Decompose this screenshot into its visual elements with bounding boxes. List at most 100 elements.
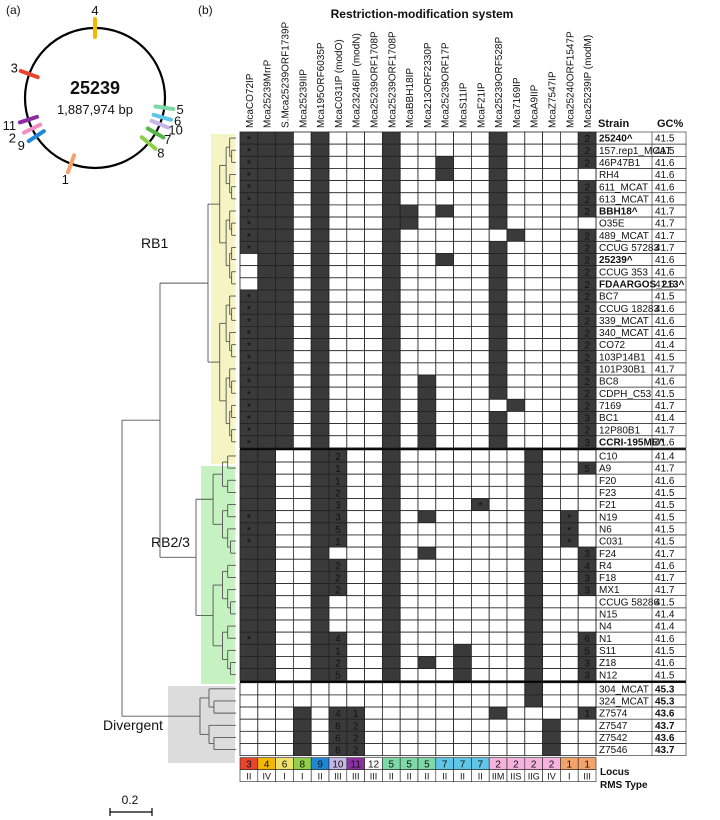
cell bbox=[275, 643, 294, 657]
cell bbox=[399, 607, 419, 621]
cell-annotation: 4 bbox=[335, 634, 341, 645]
cell bbox=[328, 216, 348, 230]
cell bbox=[453, 289, 472, 303]
cell-annotation: 2 bbox=[584, 304, 590, 315]
cell bbox=[399, 398, 419, 412]
cell bbox=[381, 485, 401, 499]
cell bbox=[399, 473, 419, 487]
cell bbox=[257, 643, 276, 657]
cell bbox=[542, 461, 561, 475]
cell bbox=[399, 522, 419, 536]
cell bbox=[239, 546, 259, 560]
cell bbox=[560, 718, 579, 732]
cell bbox=[417, 362, 437, 376]
cell bbox=[506, 192, 526, 206]
cell-annotation: 5 bbox=[335, 525, 341, 536]
cell bbox=[524, 435, 543, 449]
cell bbox=[381, 216, 401, 230]
cell bbox=[542, 386, 561, 400]
cell bbox=[488, 473, 508, 487]
cell bbox=[506, 180, 526, 194]
strain-row-box bbox=[595, 743, 687, 756]
cell bbox=[399, 423, 419, 437]
cell bbox=[346, 192, 365, 206]
cell bbox=[364, 143, 383, 157]
cell bbox=[488, 350, 508, 364]
cell bbox=[399, 510, 419, 524]
cell bbox=[257, 485, 276, 499]
cell bbox=[560, 449, 579, 463]
cell bbox=[435, 498, 454, 512]
cell bbox=[399, 583, 419, 597]
cell bbox=[524, 682, 543, 696]
cell bbox=[328, 682, 348, 696]
column-label: McaBBH18IP bbox=[405, 68, 416, 128]
cell bbox=[560, 277, 579, 291]
cell bbox=[488, 656, 508, 670]
cell bbox=[310, 682, 330, 696]
cell bbox=[524, 485, 543, 499]
gc-value: 41.6 bbox=[655, 158, 675, 169]
gc-value: 43.7 bbox=[655, 721, 675, 732]
cell bbox=[506, 143, 526, 157]
cell-annotation: 2 bbox=[584, 183, 590, 194]
cell bbox=[381, 656, 401, 670]
cell bbox=[381, 534, 401, 548]
cell bbox=[560, 461, 579, 475]
cell bbox=[381, 522, 401, 536]
strain-name: BC1 bbox=[599, 413, 619, 424]
cell bbox=[506, 277, 526, 291]
cell bbox=[417, 718, 437, 732]
column-label: Mca25239ORF17P bbox=[441, 42, 452, 128]
cell bbox=[381, 398, 401, 412]
cell-annotation: 3 bbox=[584, 438, 590, 449]
cell bbox=[453, 338, 472, 352]
cell-annotation: 1 bbox=[335, 537, 341, 548]
cell-annotation: * bbox=[247, 207, 252, 219]
cell bbox=[292, 143, 312, 157]
gc-value: 41.7 bbox=[655, 401, 675, 412]
cell bbox=[435, 718, 454, 732]
cell bbox=[257, 362, 276, 376]
cell bbox=[239, 682, 259, 696]
cell bbox=[417, 423, 437, 437]
cell bbox=[435, 619, 454, 633]
cell bbox=[417, 204, 437, 218]
cell bbox=[364, 718, 383, 732]
cell bbox=[346, 350, 365, 364]
cell bbox=[506, 643, 526, 657]
cell bbox=[399, 411, 419, 425]
gc-value: 41.5 bbox=[655, 646, 675, 657]
cell bbox=[292, 668, 312, 682]
cell-annotation: 3 bbox=[584, 573, 590, 584]
cell bbox=[506, 325, 526, 339]
cell bbox=[275, 534, 294, 548]
cell bbox=[453, 192, 472, 206]
cell bbox=[257, 131, 276, 145]
cell bbox=[275, 374, 294, 388]
strain-name: F21 bbox=[599, 500, 617, 511]
cell bbox=[275, 313, 294, 327]
cell bbox=[364, 682, 383, 696]
strain-name: CDPH_C53 bbox=[599, 389, 652, 400]
cell bbox=[381, 682, 401, 696]
cell bbox=[257, 631, 276, 645]
cell bbox=[417, 743, 437, 757]
cell bbox=[524, 155, 543, 169]
cell bbox=[328, 350, 348, 364]
cell bbox=[577, 743, 597, 757]
cell-annotation: 6 bbox=[335, 733, 341, 744]
cell bbox=[364, 694, 383, 708]
cell bbox=[381, 155, 401, 169]
cell bbox=[346, 522, 365, 536]
cell bbox=[328, 277, 348, 291]
cell bbox=[328, 619, 348, 633]
cell bbox=[470, 718, 490, 732]
cell bbox=[399, 449, 419, 463]
column-label: Mca23246IIP (modN) bbox=[352, 33, 363, 128]
cell bbox=[328, 143, 348, 157]
cell bbox=[453, 301, 472, 315]
strain-name: S11 bbox=[599, 646, 616, 657]
cell-annotation: 2 bbox=[584, 195, 590, 206]
cell bbox=[310, 435, 330, 449]
